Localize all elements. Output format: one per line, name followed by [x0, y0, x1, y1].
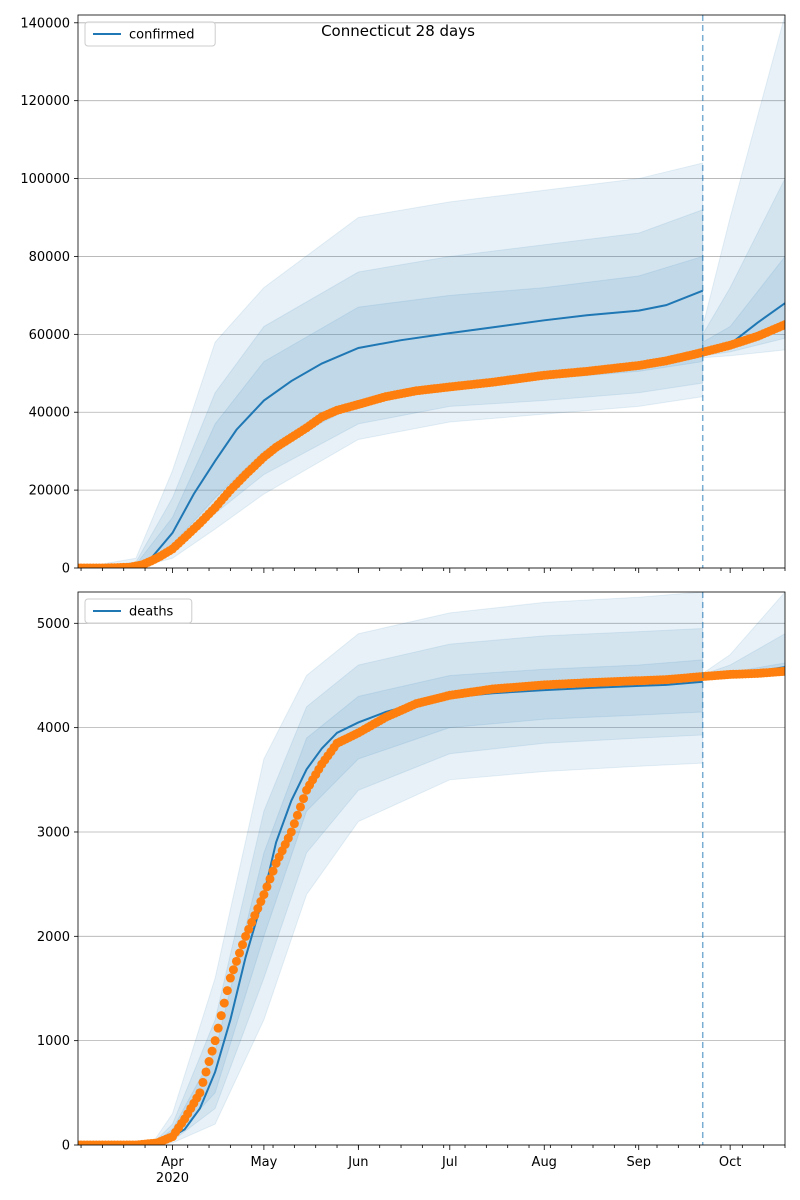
observed-point [780, 666, 785, 676]
y-tick-label: 4000 [37, 721, 70, 736]
observed-point [231, 956, 241, 966]
confirmed-chart: 0 20000 40000 60000 80000 100000 120000 140000 c… [20, 14, 786, 577]
y-tick-label: 100000 [20, 172, 70, 187]
y-tick-label: 40000 [29, 406, 70, 421]
observed-point [213, 1023, 223, 1033]
observed-point [216, 1011, 226, 1021]
observed-point [210, 1036, 220, 1046]
y-tick-label: 20000 [29, 484, 70, 499]
observed-point [253, 903, 263, 913]
legend-box [84, 598, 193, 624]
observed-point [204, 1057, 214, 1067]
y-tick-label: 140000 [20, 16, 70, 31]
observed-point [241, 931, 251, 941]
observed-point [256, 897, 266, 907]
x-tick-label: Jun [347, 1155, 368, 1170]
x-tick-label: Apr [161, 1155, 184, 1170]
x-tick-label: Oct [719, 1155, 741, 1170]
observed-point [299, 794, 309, 804]
observed-point [286, 827, 296, 837]
observed-point [225, 973, 235, 983]
x-tick-label: Aug [532, 1155, 557, 1170]
observed-point [247, 917, 257, 927]
observed-point [780, 320, 785, 330]
y-tick-label: 80000 [29, 250, 70, 265]
observed-point [195, 1088, 205, 1098]
observed-point [198, 1077, 208, 1087]
observed-point [259, 890, 269, 900]
y-tick-label: 0 [62, 562, 70, 577]
observed-point [228, 965, 238, 975]
observed-point [207, 1046, 217, 1056]
observed-point [219, 998, 229, 1008]
plot-area [78, 15, 785, 568]
median-line [78, 680, 703, 1145]
observed-point [268, 866, 278, 876]
figure-title: Connecticut 28 days [321, 22, 475, 40]
median-line [78, 289, 704, 568]
observed-point [295, 802, 305, 812]
y-tick-label: 2000 [37, 930, 70, 945]
legend-label: deaths [129, 605, 174, 620]
legend-box [84, 21, 216, 47]
observed-point [222, 986, 232, 996]
observed-point [250, 910, 260, 920]
observed-point [201, 1067, 211, 1077]
y-tick-label: 5000 [37, 617, 70, 632]
y-tick-label: 120000 [20, 94, 70, 109]
observed-point [292, 810, 302, 820]
observed-point [235, 948, 245, 958]
deaths-chart: 0 1000 2000 3000 4000 5000 Apr May Jun Jul Aug Sep O… [37, 591, 786, 1186]
plot-area [78, 592, 785, 1145]
x-tick-label: Sep [626, 1155, 651, 1170]
observed-point [289, 819, 299, 829]
x-tick-label: Jul [441, 1155, 458, 1170]
observed-point [244, 924, 254, 934]
legend: confirmed [84, 21, 216, 47]
y-tick-label: 1000 [37, 1034, 70, 1049]
legend: deaths [84, 598, 193, 624]
y-tick-label: 3000 [37, 825, 70, 840]
y-tick-label: 60000 [29, 328, 70, 343]
observed-point [262, 882, 272, 892]
axes-frame [77, 591, 786, 1146]
x-year-label: 2020 [156, 1171, 189, 1186]
x-tick-label: May [250, 1155, 277, 1170]
axes-frame [77, 14, 786, 569]
y-tick-label: 0 [62, 1139, 70, 1154]
observed-point [238, 940, 248, 950]
observed-point [265, 874, 275, 884]
legend-label: confirmed [129, 28, 195, 43]
